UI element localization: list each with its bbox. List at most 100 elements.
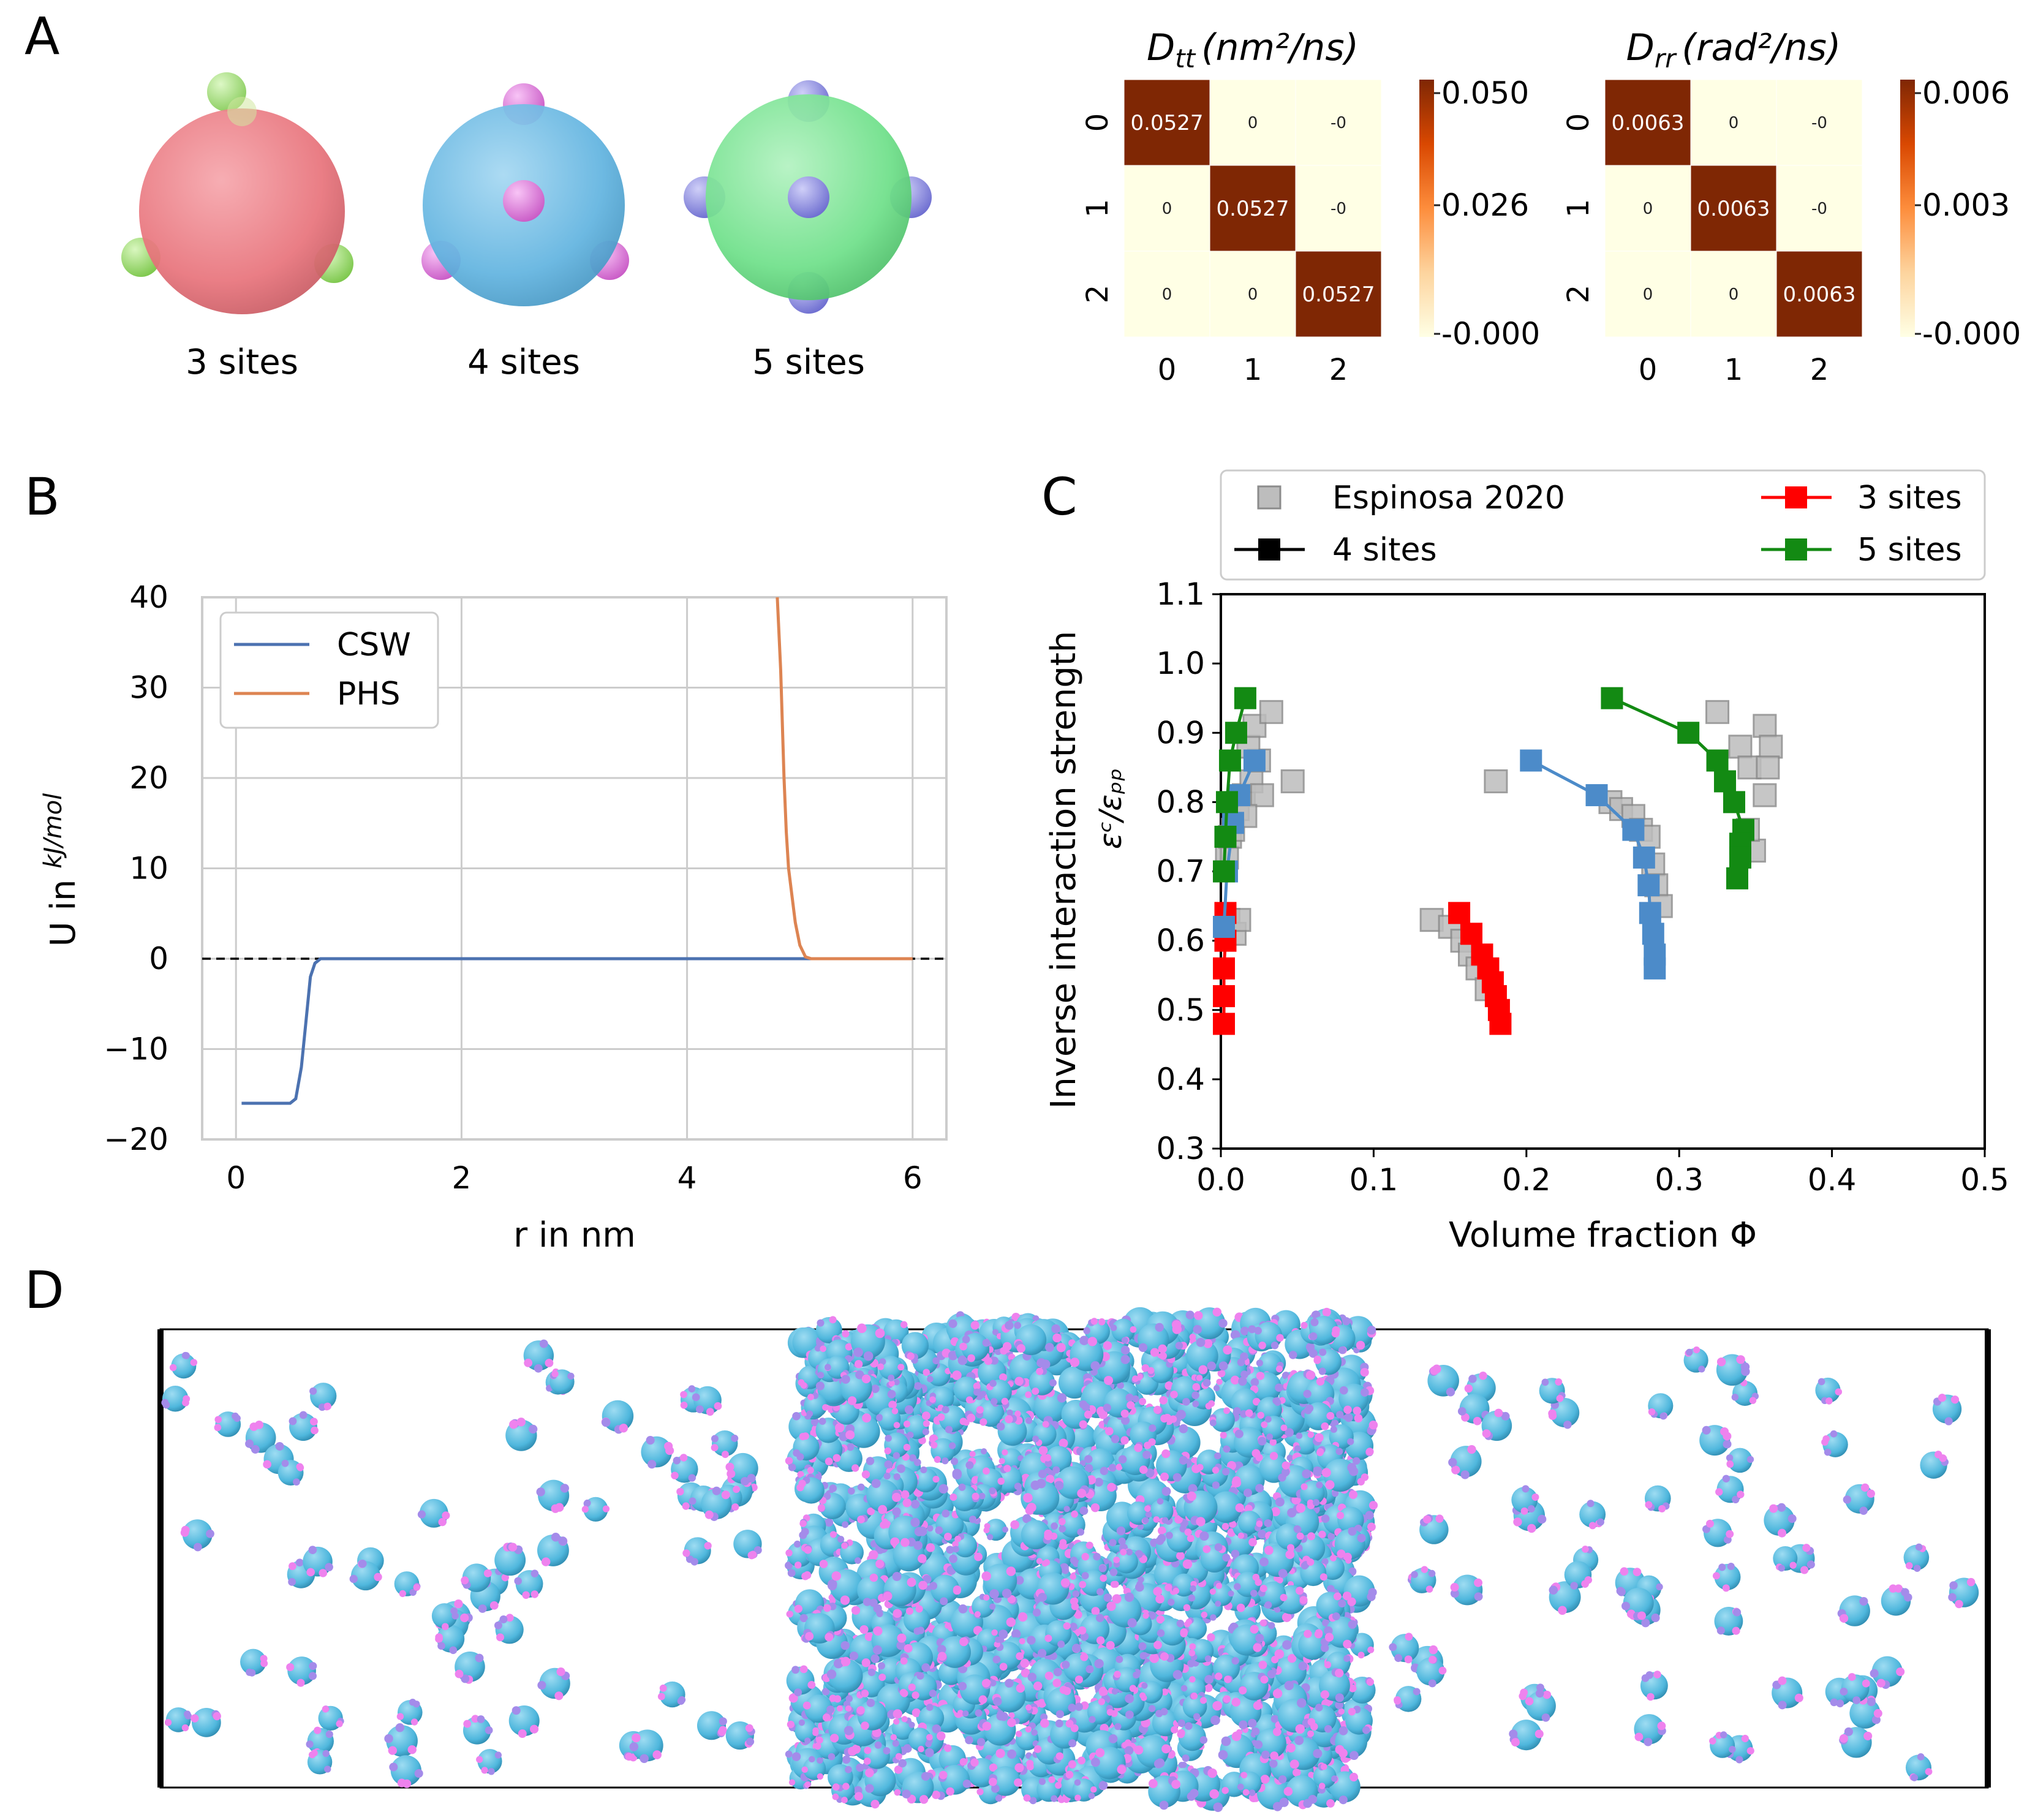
x-tick-label: 0.4 [1808, 1162, 1857, 1198]
particle [1840, 1673, 1870, 1704]
y-tick-label: 1.0 [1156, 646, 1205, 681]
particle [1300, 1480, 1325, 1506]
particle [1313, 1348, 1342, 1375]
heatmap-cell [1604, 165, 1691, 252]
particle [827, 1764, 853, 1792]
series-line-csw [241, 957, 913, 1105]
particle [988, 1766, 1022, 1796]
particle [959, 1333, 991, 1362]
series-marker-green [1723, 791, 1745, 814]
particle [1525, 1689, 1556, 1722]
particle [1683, 1346, 1708, 1373]
particle [1110, 1318, 1137, 1344]
heatmap-cell-label: -0 [1811, 114, 1827, 132]
legend-label: Espinosa 2020 [1332, 480, 1565, 516]
particle [1118, 1443, 1151, 1475]
series-marker-red [1212, 1013, 1235, 1035]
particle [826, 1656, 863, 1693]
colorbar-tick-label: 0.050 [1441, 75, 1529, 111]
particle [1050, 1719, 1079, 1749]
y-tick-label: 1.1 [1156, 576, 1205, 612]
particle [1231, 1624, 1264, 1656]
legend-swatch-marker [1785, 486, 1807, 508]
particle [1621, 1587, 1654, 1621]
particle [849, 1632, 881, 1667]
particle [711, 1430, 739, 1459]
heatmap-cell [1295, 79, 1382, 166]
particle [866, 1479, 902, 1514]
particle [929, 1574, 961, 1606]
particle [1182, 1692, 1207, 1720]
particle [1127, 1501, 1152, 1525]
series-marker-blue [1520, 749, 1542, 772]
series-marker-blue [1633, 846, 1655, 869]
particle [856, 1698, 888, 1731]
particle [1070, 1335, 1104, 1372]
particle [508, 1705, 540, 1739]
particle [1103, 1388, 1135, 1418]
particle [1029, 1367, 1057, 1395]
particle [1286, 1735, 1323, 1770]
particle [494, 1614, 524, 1644]
heatmap-cell-label: 0 [1729, 114, 1739, 132]
particle [1112, 1667, 1140, 1693]
particle [1183, 1490, 1218, 1527]
particle [1319, 1554, 1345, 1580]
particle [725, 1721, 755, 1750]
particle [1254, 1321, 1284, 1350]
series-marker-red [1212, 985, 1235, 1008]
particle [1213, 1654, 1240, 1683]
particle [161, 1386, 191, 1412]
heatmap-cell [1776, 79, 1863, 166]
particle [1932, 1394, 1962, 1425]
particle [992, 1641, 1024, 1671]
particle [1881, 1584, 1912, 1616]
particle [1321, 1459, 1359, 1492]
series-marker-blue [1243, 749, 1266, 772]
particle [1870, 1656, 1905, 1690]
series-marker-green [1714, 770, 1737, 793]
particle [863, 1741, 891, 1769]
particle [1257, 1397, 1282, 1424]
legend-swatch-marker [1785, 538, 1807, 561]
particle [1849, 1696, 1882, 1729]
series-marker-blue [1622, 818, 1645, 841]
y-tick-label: 0.3 [1156, 1131, 1205, 1166]
particle [671, 1454, 698, 1483]
heatmap-cell-label: 0.0527 [1217, 197, 1289, 221]
particle [1772, 1676, 1803, 1710]
particle [1035, 1573, 1071, 1605]
espinosa-marker [1756, 755, 1780, 780]
espinosa-marker [1753, 783, 1777, 807]
particle [1254, 1727, 1286, 1760]
y-axis-label-2: εᶜ/εₚₚ [1093, 768, 1128, 849]
colorbar-tick-label: 0.026 [1441, 187, 1529, 223]
particle [891, 1716, 915, 1740]
heatmap-cell [1295, 251, 1382, 338]
particle [794, 1589, 825, 1619]
particle [1021, 1520, 1052, 1550]
series-marker-green [1706, 749, 1729, 772]
heatmap-dtt: Dtt (nm²/ns) 0.0527 0 -0 0 0 0 0.0527 -0 1 1 0 0 0.052… [1081, 26, 1540, 387]
y-tick-label: 0 [149, 941, 168, 976]
particle [937, 1405, 967, 1433]
colorbar [1900, 80, 1915, 337]
particle [1304, 1402, 1335, 1430]
particle [1709, 1731, 1736, 1758]
particle [1130, 1421, 1157, 1449]
particle [1062, 1653, 1094, 1684]
particle [1450, 1574, 1483, 1606]
particle [1036, 1776, 1062, 1802]
heatmap-row-label: 2 [1561, 285, 1596, 304]
legend-swatch-marker [1258, 538, 1280, 561]
x-tick-label: 0.5 [1960, 1162, 2009, 1198]
particle [307, 1750, 333, 1775]
particle [417, 1498, 450, 1528]
particle [1640, 1671, 1668, 1701]
particle [1714, 1607, 1743, 1636]
heatmap-cell [1690, 79, 1777, 166]
heatmap-col-label: 2 [1329, 353, 1348, 387]
particle [1258, 1581, 1288, 1609]
particle [1170, 1376, 1201, 1406]
particle [1079, 1569, 1108, 1596]
